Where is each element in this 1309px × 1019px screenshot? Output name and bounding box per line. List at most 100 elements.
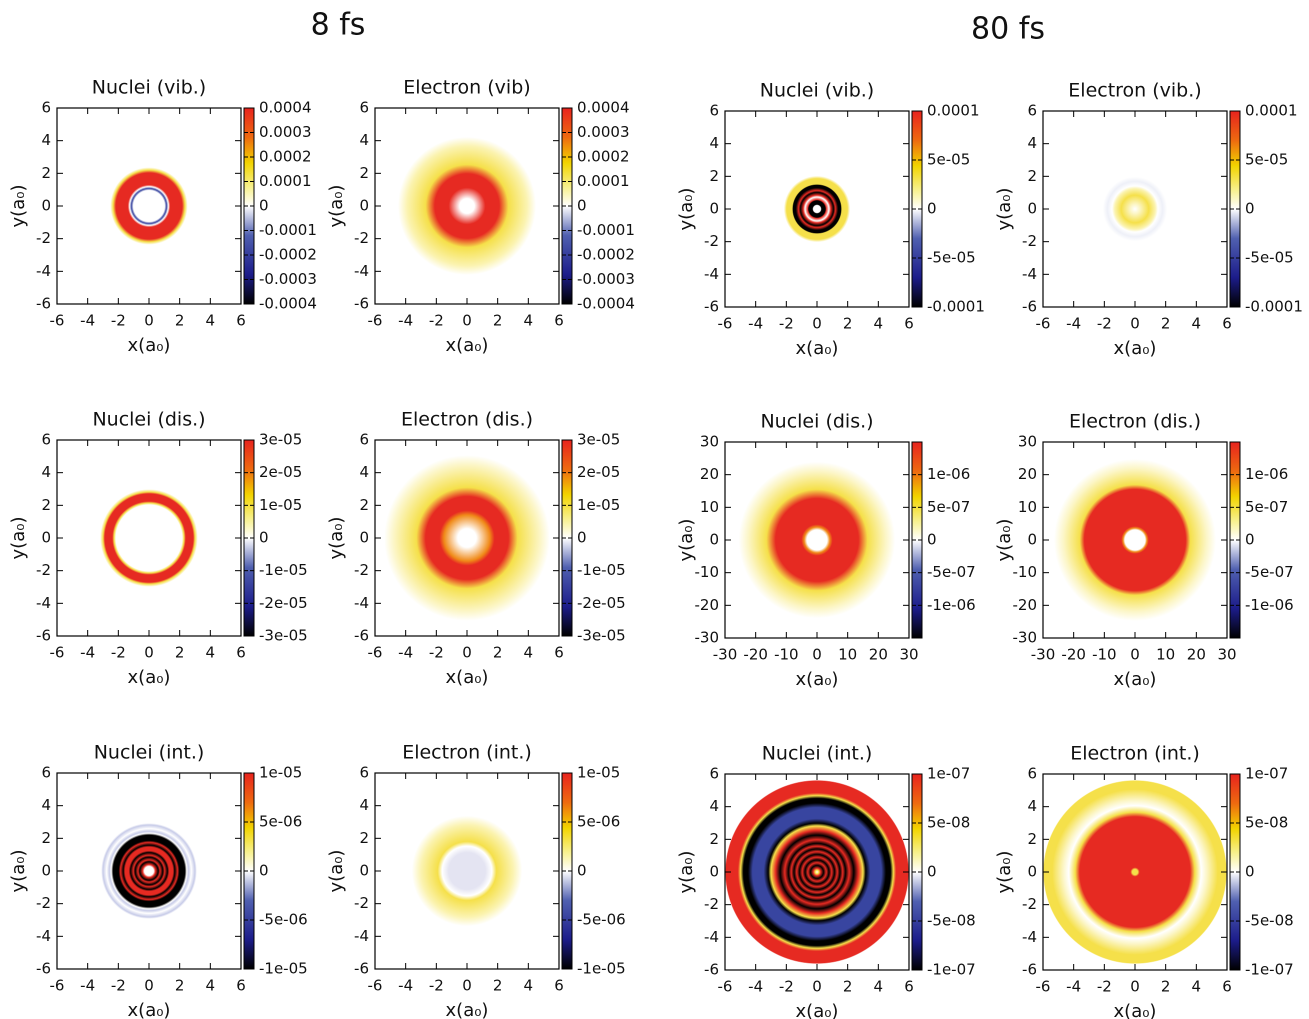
x-tick-label: -2 (111, 312, 126, 330)
colorbar-tick-label: 1e-07 (927, 765, 970, 783)
x-tick-label: -2 (429, 644, 444, 662)
colorbar-tick-label: 5e-05 (927, 151, 970, 169)
x-tick-label: 2 (843, 315, 853, 333)
heatmap (375, 108, 559, 304)
x-tick-label: 4 (206, 312, 216, 330)
y-tick-label: -4 (36, 262, 51, 280)
x-tick-label: -6 (718, 315, 733, 333)
x-tick-label: -6 (718, 978, 733, 996)
y-axis-label: y(a₀) (994, 188, 1015, 231)
colorbar-tick-label: 5e-06 (577, 813, 620, 831)
y-tick-label: -4 (354, 927, 369, 945)
colorbar-tick-label: -1e-07 (1245, 961, 1294, 979)
y-axis-label: y(a₀) (326, 517, 347, 560)
colorbar-tick-label: 0 (1245, 863, 1255, 881)
x-tick-label: -2 (779, 978, 794, 996)
y-tick-label: -4 (704, 928, 719, 946)
heatmap (57, 440, 241, 636)
colorbar-tick-label: 0.0003 (259, 123, 312, 141)
y-tick-label: -2 (354, 229, 369, 247)
x-tick-label: 0 (812, 315, 822, 333)
x-tick-label: 2 (843, 978, 853, 996)
x-tick-label: 4 (524, 977, 534, 995)
y-tick-label: -2 (1022, 895, 1037, 913)
heatmap (725, 442, 909, 638)
x-tick-label: 0 (462, 312, 472, 330)
y-tick-label: 6 (709, 102, 719, 120)
colorbar-tick-label: -5e-06 (259, 911, 308, 929)
x-axis-label: x(a₀) (446, 1000, 489, 1019)
colorbar-tick-label: -5e-07 (927, 563, 976, 581)
y-axis-label: y(a₀) (994, 851, 1015, 894)
y-tick-label: 4 (359, 796, 369, 814)
heatmap (57, 108, 241, 304)
x-tick-label: -20 (743, 646, 768, 664)
colorbar-tick-label: 0 (927, 200, 937, 218)
colorbar-tick-label: -0.0002 (259, 246, 317, 264)
x-tick-label: -10 (1092, 646, 1117, 664)
y-tick-label: -6 (354, 960, 369, 978)
y-tick-label: -4 (704, 265, 719, 283)
y-tick-label: 4 (709, 134, 719, 152)
y-axis-label: y(a₀) (326, 850, 347, 893)
y-tick-label: 6 (1027, 765, 1037, 783)
colorbar-tick-label: -0.0001 (577, 221, 635, 239)
x-axis-label: x(a₀) (1114, 338, 1157, 359)
y-tick-label: 6 (359, 99, 369, 117)
x-axis-label: x(a₀) (128, 335, 171, 356)
y-tick-label: -6 (36, 295, 51, 313)
y-axis-label: y(a₀) (994, 519, 1015, 562)
heatmap (725, 774, 909, 970)
y-tick-label: 6 (359, 764, 369, 782)
colorbar-tick-label: -0.0001 (259, 221, 317, 239)
heatmap (375, 773, 559, 969)
colorbar-tick-label: -0.0003 (259, 270, 317, 288)
x-tick-label: -4 (398, 644, 413, 662)
x-tick-label: 4 (206, 644, 216, 662)
x-tick-label: 6 (1222, 978, 1232, 996)
y-tick-label: 0 (41, 197, 51, 215)
colorbar-tick-label: -5e-05 (1245, 249, 1294, 267)
colorbar-tick-label: -1e-05 (577, 960, 626, 978)
colorbar-tick-label: 0 (577, 529, 587, 547)
y-tick-label: -6 (1022, 298, 1037, 316)
x-axis-label: x(a₀) (796, 669, 839, 690)
colorbar-tick-label: -5e-06 (577, 911, 626, 929)
heatmap (57, 773, 241, 969)
y-tick-label: -10 (1013, 563, 1038, 581)
x-tick-label: 4 (524, 312, 534, 330)
panel: Nuclei (dis.) x(a₀) y(a₀) -30 -20 -10 0 10 20 30 -… (676, 411, 976, 691)
x-tick-label: 30 (1217, 646, 1236, 664)
x-tick-label: 4 (874, 315, 884, 333)
colorbar-tick-label: 2e-05 (259, 463, 302, 481)
colorbar-tick-label: 1e-05 (259, 764, 302, 782)
x-tick-label: -4 (1066, 978, 1081, 996)
y-tick-label: 4 (359, 131, 369, 149)
panel-title: Electron (vib.) (1068, 80, 1201, 102)
colorbar-tick-label: 5e-07 (927, 498, 970, 516)
x-tick-label: -4 (398, 312, 413, 330)
x-tick-label: 0 (1130, 978, 1140, 996)
panel-title: Electron (int.) (402, 742, 532, 764)
colorbar-tick-label: 0 (1245, 531, 1255, 549)
y-tick-label: 2 (709, 830, 719, 848)
colorbar-tick-label: -0.0004 (259, 295, 317, 313)
colorbar-tick-label: 0.0001 (577, 172, 630, 190)
x-tick-label: 4 (1192, 978, 1202, 996)
panel: Electron (int.)x(a₀)y(a₀)-6 -4 -2 0 2 4 6-6-4-… (994, 743, 1294, 1019)
y-tick-label: 30 (700, 433, 719, 451)
panel-title: Electron (vib) (403, 77, 530, 99)
colorbar-tick-label: 1e-06 (927, 465, 970, 483)
x-tick-label: -4 (80, 977, 95, 995)
colorbar-tick-label: -1e-06 (927, 596, 976, 614)
colorbar-tick-label: 3e-05 (577, 431, 620, 449)
x-tick-label: 10 (1156, 646, 1175, 664)
y-tick-label: 6 (1027, 102, 1037, 120)
colorbar-tick-label: 0 (259, 197, 269, 215)
x-tick-label: 6 (554, 644, 564, 662)
y-tick-label: 20 (700, 465, 719, 483)
column-heading: 8 fs (311, 8, 366, 43)
colorbar-tick-label: 1e-05 (259, 496, 302, 514)
